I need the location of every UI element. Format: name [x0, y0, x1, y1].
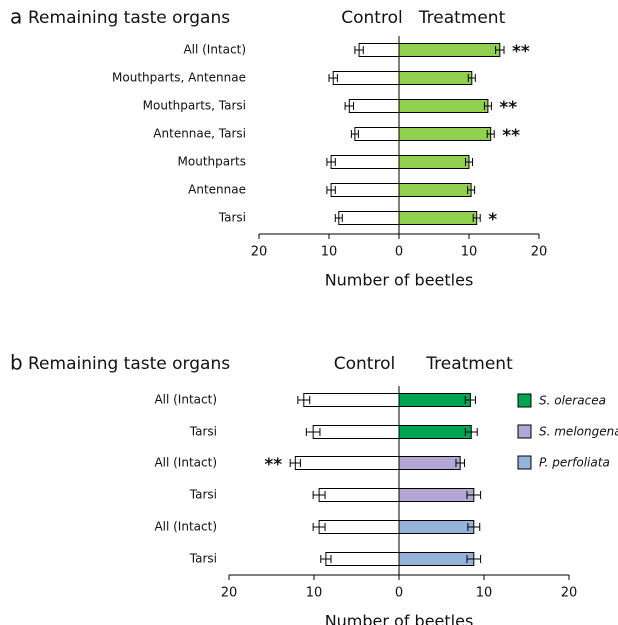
category-label: Mouthparts, Tarsi [143, 99, 246, 113]
bar [398, 211, 478, 225]
legend-swatch [517, 455, 532, 470]
error-bar [466, 491, 482, 499]
category-label: Tarsi [218, 211, 246, 225]
category-label: Tarsi [189, 488, 217, 502]
significance: ** [512, 42, 530, 62]
bar [318, 488, 400, 502]
error-bar [354, 46, 364, 54]
bar [398, 43, 501, 57]
bar [398, 520, 475, 534]
error-bar [334, 214, 343, 222]
legend-label: P. perfoliata [539, 456, 610, 470]
bar [398, 393, 471, 407]
legend-label: S. oleracea [539, 394, 606, 408]
series-header: Control [341, 8, 402, 28]
bar [398, 488, 475, 502]
bar [325, 552, 400, 566]
panel-letter: b [10, 351, 23, 375]
error-bar [455, 459, 465, 467]
significance: * [488, 210, 497, 230]
error-bar [328, 74, 338, 82]
category-label: All (Intact) [154, 393, 217, 407]
bar [398, 71, 473, 85]
x-tick-label: 10 [321, 245, 338, 260]
bar [398, 552, 475, 566]
bar [398, 425, 472, 439]
category-label: All (Intact) [154, 520, 217, 534]
error-bar [467, 186, 476, 194]
category-label: Tarsi [189, 425, 217, 439]
error-bar [326, 158, 336, 166]
bar [312, 425, 400, 439]
bar [330, 183, 400, 197]
category-label: Antennae [188, 183, 246, 197]
x-tick-label: 10 [461, 245, 478, 260]
category-label: Antennae, Tarsi [153, 127, 246, 141]
x-tick-label: 0 [395, 245, 403, 260]
x-axis-label: Number of beetles [325, 271, 474, 290]
series-header: Treatment [418, 8, 506, 28]
bar [332, 71, 400, 85]
bar [303, 393, 400, 407]
error-bar [464, 428, 478, 436]
bar [358, 43, 400, 57]
error-bar [350, 130, 359, 138]
error-bar [305, 428, 321, 436]
error-bar [326, 186, 336, 194]
error-bar [312, 523, 326, 531]
x-tick-label: 20 [251, 245, 268, 260]
error-bar [495, 46, 505, 54]
panel-letter: a [10, 5, 22, 29]
legend-swatch [517, 393, 532, 408]
x-tick-label: 10 [476, 586, 493, 601]
error-bar [472, 214, 481, 222]
error-bar [344, 102, 354, 110]
bar [338, 211, 400, 225]
category-label: All (Intact) [154, 456, 217, 470]
x-tick-label: 0 [395, 586, 403, 601]
category-title: Remaining taste organs [28, 8, 230, 28]
category-label: Mouthparts [178, 155, 246, 169]
bar [398, 127, 492, 141]
bar [294, 456, 400, 470]
series-header: Control [334, 354, 395, 374]
x-tick-label: 20 [221, 586, 238, 601]
x-axis-label: Number of beetles [325, 612, 474, 625]
error-bar [297, 396, 311, 404]
bar [330, 155, 400, 169]
category-label: Tarsi [189, 552, 217, 566]
bar [398, 99, 489, 113]
error-bar [466, 555, 482, 563]
legend-swatch [517, 424, 532, 439]
bar [348, 99, 400, 113]
error-bar [320, 555, 332, 563]
category-label: Mouthparts, Antennae [112, 71, 246, 85]
error-bar [312, 491, 326, 499]
bar [398, 155, 470, 169]
bar [318, 520, 400, 534]
bar [354, 127, 400, 141]
significance: ** [502, 126, 520, 146]
bar [398, 183, 472, 197]
significance: ** [499, 98, 517, 118]
series-header: Treatment [425, 354, 513, 374]
x-tick-label: 20 [531, 245, 548, 260]
category-label: All (Intact) [183, 43, 246, 57]
error-bar [289, 459, 301, 467]
x-tick-label: 10 [306, 586, 323, 601]
x-tick-label: 20 [561, 586, 578, 601]
significance: ** [264, 455, 282, 475]
error-bar [465, 158, 473, 166]
error-bar [467, 74, 476, 82]
category-title: Remaining taste organs [28, 354, 230, 374]
error-bar [486, 130, 495, 138]
legend-label: S. melongena [539, 425, 618, 439]
bar [398, 456, 461, 470]
error-bar [483, 102, 492, 110]
error-bar [464, 396, 476, 404]
error-bar [467, 523, 481, 531]
